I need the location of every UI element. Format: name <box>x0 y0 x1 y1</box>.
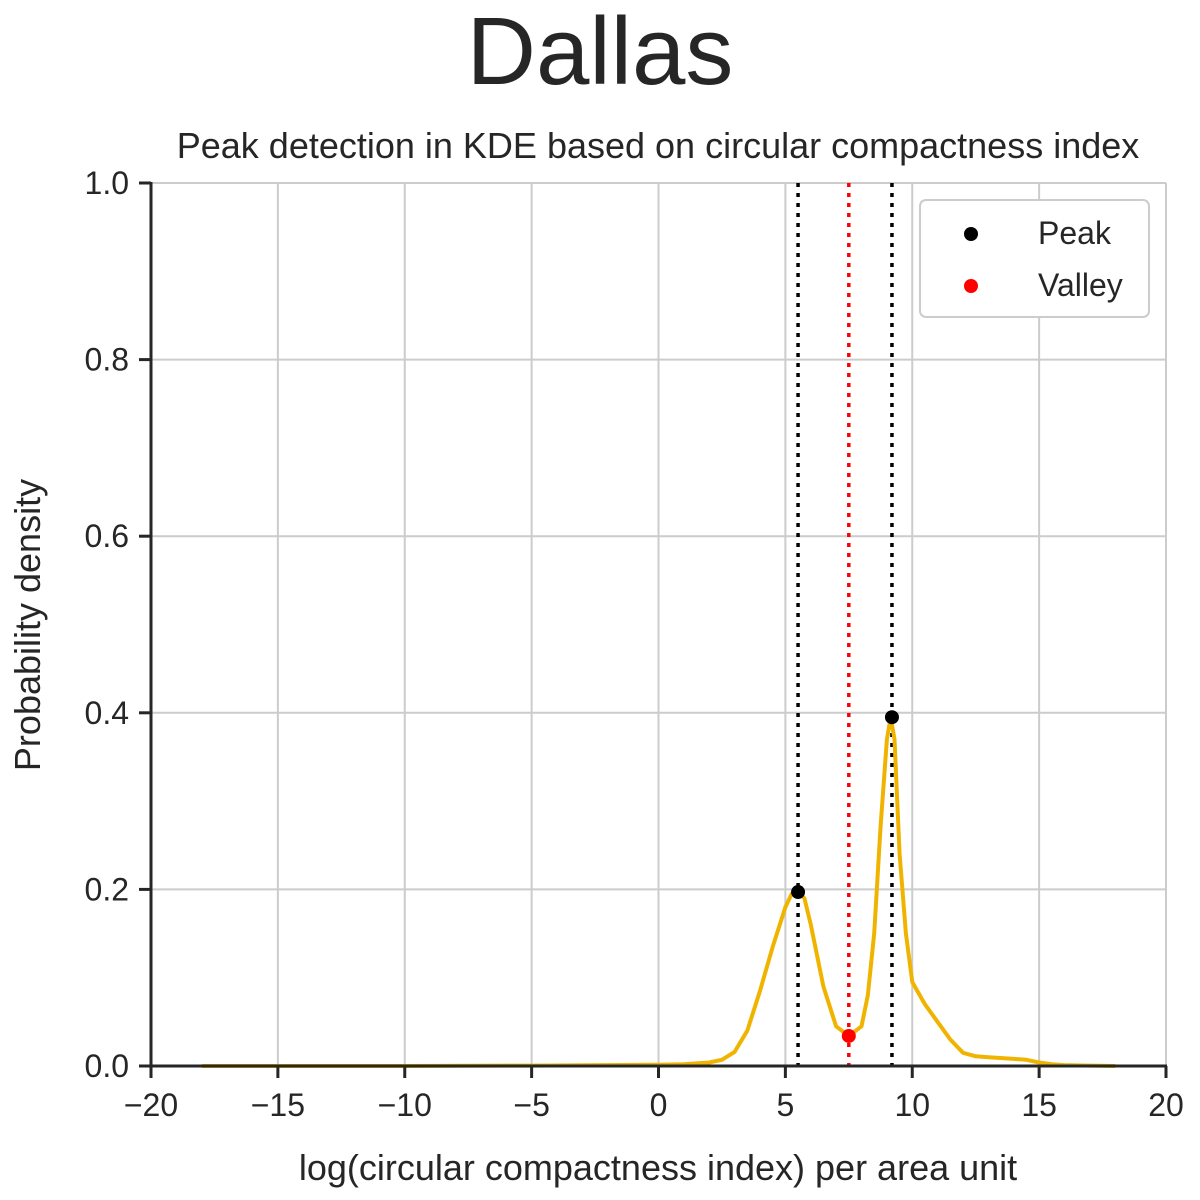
y-tick-label: 0.2 <box>85 871 129 907</box>
x-axis-label: log(circular compactness index) per area… <box>299 1147 1017 1188</box>
x-tick-label: 5 <box>776 1087 794 1123</box>
kde-curve <box>201 715 1116 1068</box>
y-tick-label: 0.8 <box>85 342 129 378</box>
valley-marker <box>841 1028 856 1043</box>
x-tick-label: 10 <box>894 1087 930 1123</box>
peak-marker <box>791 885 806 900</box>
legend-valley-marker <box>964 279 978 293</box>
point-markers <box>791 710 899 1043</box>
legend-peak-marker <box>964 227 978 241</box>
legend-peak-label: Peak <box>1038 215 1112 251</box>
y-tick-label: 0.0 <box>85 1048 129 1084</box>
x-tick-label: 20 <box>1148 1087 1184 1123</box>
reference-lines <box>796 183 894 1066</box>
tick-labels: −20 −15 −10 −5 0 5 10 15 20 0.0 0.2 0.4 0.6 0.8 1.0 <box>85 165 1184 1123</box>
legend: Peak Valley <box>919 199 1150 318</box>
x-tick-label: −20 <box>124 1087 178 1123</box>
x-tick-label: −10 <box>378 1087 432 1123</box>
chart-title: Peak detection in KDE based on circular … <box>177 125 1140 166</box>
y-tick-label: 0.4 <box>85 695 129 731</box>
x-tick-label: 0 <box>650 1087 668 1123</box>
legend-valley-label: Valley <box>1038 267 1123 303</box>
figure-suptitle: Dallas <box>466 0 734 105</box>
y-tick-label: 0.6 <box>85 518 129 554</box>
x-tick-label: 15 <box>1021 1087 1057 1123</box>
y-axis-label: Probability density <box>7 479 48 771</box>
y-tick-label: 1.0 <box>85 165 129 201</box>
peak-marker <box>884 710 899 725</box>
x-tick-label: −15 <box>251 1087 305 1123</box>
x-tick-label: −5 <box>513 1087 549 1123</box>
